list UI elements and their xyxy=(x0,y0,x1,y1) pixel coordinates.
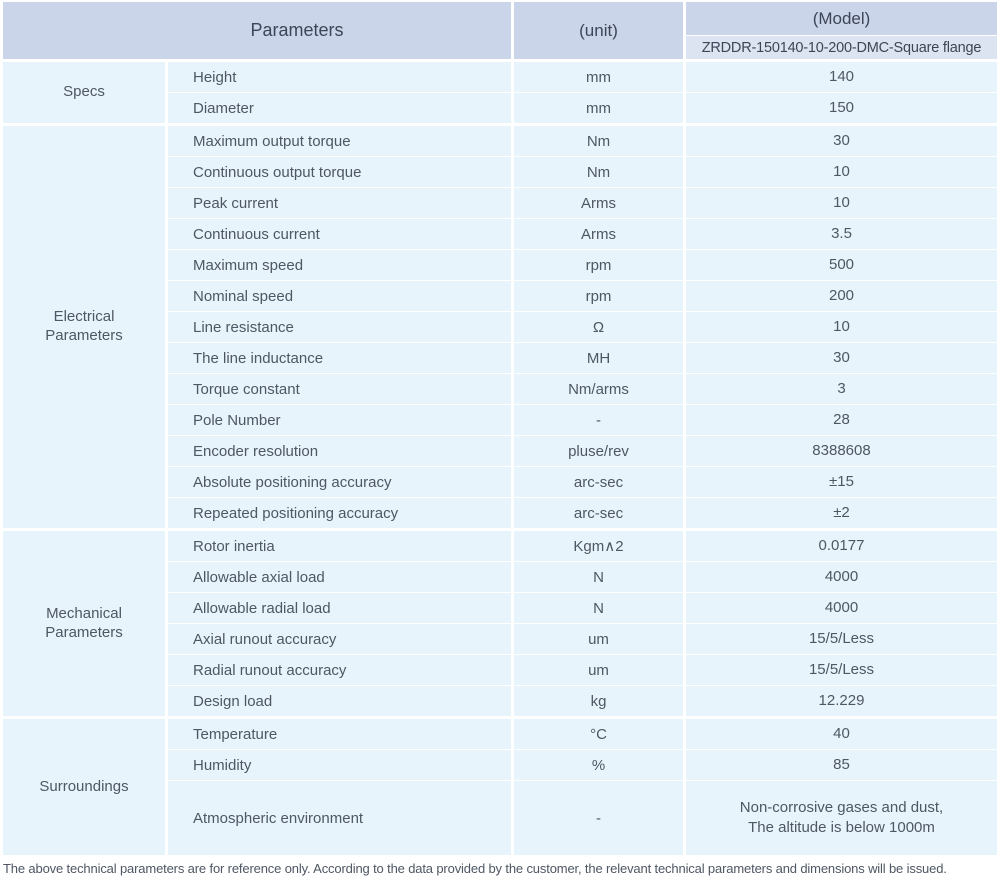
param-unit: Kgm∧2 xyxy=(514,531,683,561)
param-unit: mm xyxy=(514,93,683,123)
param-value: 3 xyxy=(686,374,997,404)
param-unit: Nm xyxy=(514,126,683,156)
param-value: 500 xyxy=(686,250,997,280)
param-label: Height xyxy=(168,62,511,92)
param-unit: - xyxy=(514,405,683,435)
param-unit: pluse/rev xyxy=(514,436,683,466)
param-label: Continuous current xyxy=(168,219,511,249)
param-label: Allowable radial load xyxy=(168,593,511,623)
param-value: 3.5 xyxy=(686,219,997,249)
parameters-table: Parameters (unit) (Model) ZRDDR-150140-1… xyxy=(3,2,997,855)
param-unit: arc-sec xyxy=(514,467,683,497)
param-unit: % xyxy=(514,750,683,780)
param-value: 4000 xyxy=(686,593,997,623)
section-surroundings: Surroundings Temperature °C 40 Humidity … xyxy=(3,719,997,855)
param-label: Torque constant xyxy=(168,374,511,404)
param-label: Maximum output torque xyxy=(168,126,511,156)
param-label: Continuous output torque xyxy=(168,157,511,187)
section-specs: Specs Height mm 140 Diameter mm 150 xyxy=(3,62,997,123)
param-value: 30 xyxy=(686,126,997,156)
param-label: The line inductance xyxy=(168,343,511,373)
param-value: 30 xyxy=(686,343,997,373)
param-label: Humidity xyxy=(168,750,511,780)
param-value: Non-corrosive gases and dust, The altitu… xyxy=(686,781,997,855)
param-label: Atmospheric environment xyxy=(168,781,511,855)
param-value: 15/5/Less xyxy=(686,624,997,654)
param-label: Axial runout accuracy xyxy=(168,624,511,654)
param-unit: Ω xyxy=(514,312,683,342)
param-label: Allowable axial load xyxy=(168,562,511,592)
param-label: Temperature xyxy=(168,719,511,749)
footer-note: The above technical parameters are for r… xyxy=(3,861,947,876)
param-unit: Nm/arms xyxy=(514,374,683,404)
param-value: 40 xyxy=(686,719,997,749)
param-value: 10 xyxy=(686,188,997,218)
header-model-column: (Model) ZRDDR-150140-10-200-DMC-Square f… xyxy=(686,2,997,59)
param-unit: Nm xyxy=(514,157,683,187)
param-value: 8388608 xyxy=(686,436,997,466)
param-unit: Arms xyxy=(514,188,683,218)
category-surroundings: Surroundings xyxy=(3,719,165,855)
param-unit: um xyxy=(514,624,683,654)
param-label: Nominal speed xyxy=(168,281,511,311)
param-value: 10 xyxy=(686,157,997,187)
header-model-value: ZRDDR-150140-10-200-DMC-Square flange xyxy=(686,36,997,59)
param-label: Diameter xyxy=(168,93,511,123)
param-unit: mm xyxy=(514,62,683,92)
param-unit: N xyxy=(514,593,683,623)
param-label: Peak current xyxy=(168,188,511,218)
param-unit: MH xyxy=(514,343,683,373)
param-value: ±15 xyxy=(686,467,997,497)
section-mechanical-parameters: Mechanical Parameters Rotor inertia Kgm∧… xyxy=(3,531,997,716)
param-value: ±2 xyxy=(686,498,997,528)
category-mechanical: Mechanical Parameters xyxy=(3,531,165,716)
param-value: 28 xyxy=(686,405,997,435)
param-value: 85 xyxy=(686,750,997,780)
param-label: Maximum speed xyxy=(168,250,511,280)
param-unit: Arms xyxy=(514,219,683,249)
param-label: Rotor inertia xyxy=(168,531,511,561)
category-specs: Specs xyxy=(3,62,165,123)
param-unit: arc-sec xyxy=(514,498,683,528)
category-electrical: Electrical Parameters xyxy=(3,126,165,528)
param-label: Design load xyxy=(168,686,511,716)
section-electrical-parameters: Electrical Parameters Maximum output tor… xyxy=(3,126,997,528)
param-label: Line resistance xyxy=(168,312,511,342)
param-value: 200 xyxy=(686,281,997,311)
param-unit: °C xyxy=(514,719,683,749)
param-unit: rpm xyxy=(514,281,683,311)
param-unit: um xyxy=(514,655,683,685)
header-model: (Model) xyxy=(686,2,997,35)
param-value: 140 xyxy=(686,62,997,92)
param-unit: kg xyxy=(514,686,683,716)
param-unit: rpm xyxy=(514,250,683,280)
param-value: 12.229 xyxy=(686,686,997,716)
table-header: Parameters (unit) (Model) ZRDDR-150140-1… xyxy=(3,2,997,59)
param-label: Encoder resolution xyxy=(168,436,511,466)
param-label: Absolute positioning accuracy xyxy=(168,467,511,497)
param-value: 10 xyxy=(686,312,997,342)
header-unit: (unit) xyxy=(514,2,683,59)
param-value: 0.0177 xyxy=(686,531,997,561)
param-label: Pole Number xyxy=(168,405,511,435)
header-parameters: Parameters xyxy=(3,2,511,59)
param-value: 150 xyxy=(686,93,997,123)
param-value: 4000 xyxy=(686,562,997,592)
param-label: Repeated positioning accuracy xyxy=(168,498,511,528)
param-unit: N xyxy=(514,562,683,592)
param-value: 15/5/Less xyxy=(686,655,997,685)
param-label: Radial runout accuracy xyxy=(168,655,511,685)
param-unit: - xyxy=(514,781,683,855)
